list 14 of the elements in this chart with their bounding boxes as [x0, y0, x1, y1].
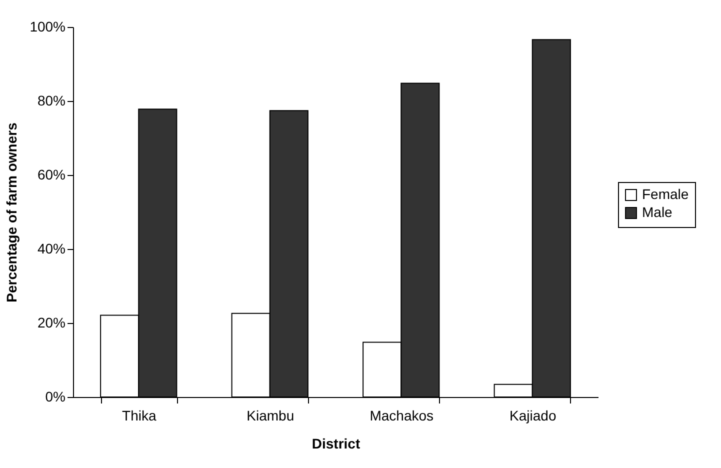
y-axis-title: Percentage of farm owners [4, 122, 20, 302]
legend-label: Male [642, 204, 673, 220]
x-tick-label: Kajiado [510, 408, 556, 424]
legend-label: Female [642, 186, 689, 202]
y-tick-label: 80% [37, 92, 66, 108]
x-tick-label: Machakos [370, 408, 434, 424]
x-tick-label: Kiambu [246, 408, 294, 424]
x-axis-title: District [312, 436, 360, 452]
y-tick-label: 0% [45, 388, 66, 404]
y-tick-label: 100% [30, 18, 66, 34]
x-tick-label: Thika [122, 408, 156, 424]
y-tick-label: 40% [37, 240, 66, 256]
y-tick-label: 20% [37, 314, 66, 330]
y-tick-label: 60% [37, 166, 66, 182]
